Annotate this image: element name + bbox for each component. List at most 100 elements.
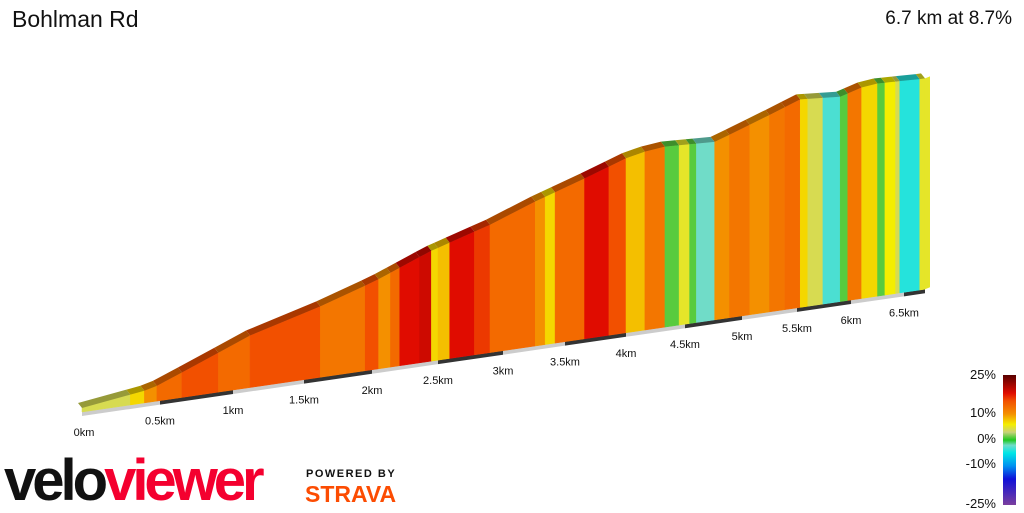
x-tick-label: 6.5km (889, 307, 919, 319)
segment-stats: 6.7 km at 8.7% (885, 8, 1012, 29)
distance-scale-segment (160, 390, 233, 405)
powered-by-label: POWERED BY (306, 468, 397, 480)
distance-scale-segment (851, 292, 904, 305)
segment-top-surface (395, 252, 420, 268)
segment-top-surface (880, 76, 896, 83)
gradient-segment (807, 97, 824, 307)
gradient-segment (822, 96, 841, 305)
legend-label-25: 25% (969, 367, 996, 382)
gradient-segment (899, 78, 920, 294)
segment-top-surface (780, 94, 801, 108)
segment-top-surface (765, 102, 785, 115)
segment-top-surface (604, 153, 626, 167)
segment-top-surface (386, 262, 400, 273)
x-tick-label: 0.5km (145, 416, 175, 428)
gradient-segment (729, 124, 750, 319)
distance-scale-segment (626, 324, 685, 337)
distance-scale-segment (742, 307, 797, 320)
distance-scale-segment (304, 369, 372, 384)
gradient-segment (437, 242, 450, 361)
distance-scale-segment (904, 289, 925, 297)
x-tick-label: 5km (732, 331, 753, 343)
segment-top-surface (796, 93, 808, 100)
distance-scale-segment (438, 350, 503, 365)
gradient-segment (364, 278, 379, 372)
segment-title: Bohlman Rd (12, 6, 139, 32)
segment-top-surface (685, 138, 697, 145)
segment-top-surface (745, 109, 770, 125)
gradient-segment (431, 247, 439, 362)
gradient-segment (489, 201, 536, 353)
segment-top-surface (551, 173, 585, 193)
gradient-segment (839, 93, 849, 302)
profile-end-face (925, 76, 930, 290)
segment-top-surface (246, 301, 321, 336)
strava-logo[interactable]: STRAVA (305, 481, 397, 507)
segment-top-surface (843, 82, 862, 94)
gradient-segment (678, 143, 690, 326)
legend-label-minus10: -10% (965, 456, 996, 471)
gradient-segment (608, 157, 627, 336)
x-tick-label: 2.5km (423, 375, 453, 387)
segment-top-surface (78, 389, 131, 408)
gradient-segment (769, 106, 786, 313)
segment-top-surface (374, 267, 391, 280)
segment-top-surface (725, 119, 750, 135)
segment-top-surface (140, 380, 157, 391)
legend-label-10: 10% (969, 405, 996, 420)
segment-top-surface (152, 367, 182, 386)
gradient-segment (554, 178, 585, 344)
x-tick-label: 5.5km (782, 323, 812, 335)
gradient-legend-bar (1003, 375, 1016, 505)
gradient-segment (696, 141, 715, 323)
segment-top-surface (818, 91, 841, 98)
segment-top-surface (640, 141, 665, 152)
gradient-segment (378, 272, 391, 370)
segment-top-surface (580, 161, 609, 179)
x-tick-label: 4.5km (670, 339, 700, 351)
x-tick-label: 6km (841, 315, 862, 327)
distance-scale-segment (372, 360, 438, 374)
gradient-segment (584, 166, 610, 340)
distance-scale-segment (565, 332, 626, 346)
x-tick-label: 0km (74, 427, 95, 439)
segment-top-surface (316, 280, 366, 307)
segment-top-surface (857, 78, 878, 88)
segment-top-surface (126, 385, 145, 395)
x-tick-label: 1.5km (289, 395, 319, 407)
segment-top-surface (803, 92, 823, 99)
segment-top-surface (891, 76, 900, 82)
gradient-segment (544, 191, 556, 345)
gradient-segment (419, 250, 432, 364)
gradient-segment (749, 114, 770, 316)
gradient-segment (664, 144, 680, 328)
gradient-segment (884, 81, 896, 296)
segment-top-surface (177, 347, 219, 373)
legend-label-0: 0% (977, 431, 996, 446)
veloviewer-logo[interactable]: veloviewer (4, 452, 265, 510)
gradient-segment (644, 146, 666, 331)
gradient-segment (390, 267, 400, 368)
gradient-segment (399, 256, 420, 367)
segment-top-surface (692, 136, 715, 144)
distance-scale-segment (685, 315, 742, 329)
segment-top-surface (836, 88, 848, 97)
segment-top-surface (895, 74, 920, 82)
segment-top-surface (622, 146, 645, 159)
segment-top-surface (214, 330, 251, 353)
logo-velo: velo (4, 448, 108, 513)
gradient-segment (689, 143, 697, 324)
distance-scale-segment (797, 300, 851, 312)
distance-scale-segment (82, 400, 160, 416)
gradient-segment (847, 87, 862, 301)
logo-viewer: viewer (104, 448, 265, 513)
segment-top-surface (445, 226, 475, 243)
gradient-segment (799, 98, 809, 308)
segment-top-surface (873, 77, 885, 84)
gradient-segment (895, 80, 901, 294)
x-tick-label: 3km (493, 366, 514, 378)
legend-label-minus25: -25% (965, 496, 996, 511)
distance-scale-segment (233, 379, 304, 395)
segment-top-surface (434, 237, 450, 248)
distance-scale-segment (503, 341, 565, 355)
